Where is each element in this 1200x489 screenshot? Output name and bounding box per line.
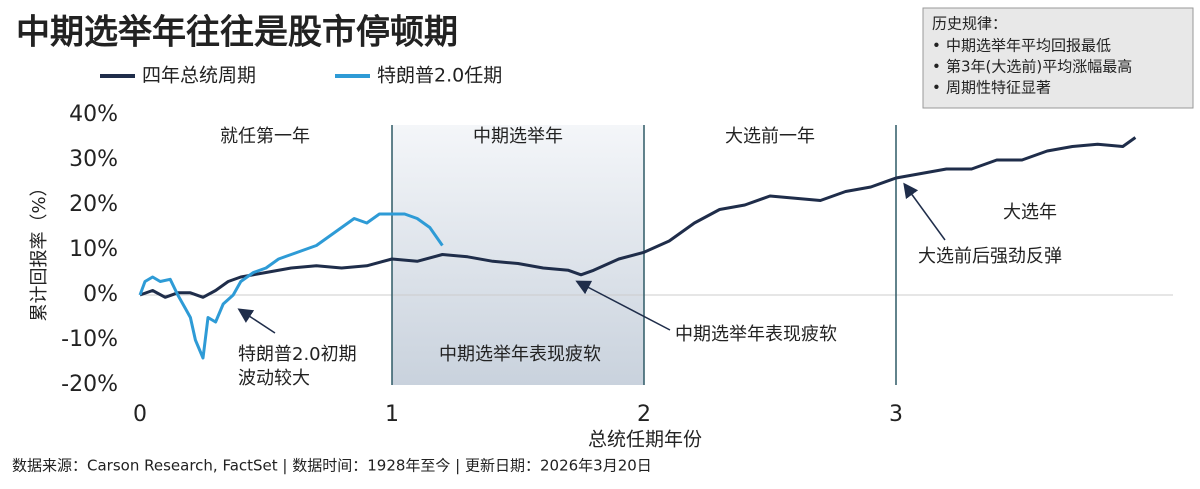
- y-tick-label: 30%: [69, 147, 118, 172]
- x-tick-label: 0: [133, 402, 147, 427]
- info-bullet: •: [932, 79, 941, 97]
- annotation: 特朗普2.0初期: [238, 344, 357, 365]
- series-line: [139, 136, 1137, 299]
- info-bullet: •: [932, 58, 941, 76]
- x-axis-label: 总统任期年份: [588, 429, 702, 451]
- annotation-arrow: [903, 182, 946, 241]
- annotation: 波动较大: [238, 368, 310, 389]
- info-title: 历史规律：: [932, 15, 1007, 33]
- x-tick-label: 3: [889, 402, 903, 427]
- annotation: 中期选举年表现疲软: [439, 344, 601, 365]
- annotation-arrow: [237, 308, 276, 334]
- info-bullet: •: [932, 37, 941, 55]
- section-label: 大选前一年: [725, 126, 815, 147]
- y-axis-label: 累计回报率（%）: [29, 178, 50, 321]
- y-tick-label: 0%: [83, 282, 118, 307]
- info-item: 中期选举年平均回报最低: [946, 37, 1111, 55]
- info-item: 周期性特征显著: [946, 79, 1051, 97]
- x-tick-label: 1: [385, 402, 399, 427]
- chart-title: 中期选举年往往是股市停顿期: [16, 13, 458, 53]
- annotation: 中期选举年表现疲软: [675, 324, 837, 345]
- info-box: [922, 7, 1194, 109]
- x-tick-label: 2: [637, 402, 651, 427]
- legend-label: 特朗普2.0任期: [377, 65, 502, 87]
- annotation: 大选前后强劲反弹: [918, 246, 1062, 267]
- y-tick-label: 40%: [69, 102, 118, 127]
- y-tick-label: -10%: [61, 327, 118, 352]
- y-tick-label: 20%: [69, 192, 118, 217]
- legend-label: 四年总统周期: [142, 65, 256, 87]
- midterm-shade: [392, 125, 644, 385]
- series-line: [138, 212, 444, 360]
- section-label: 就任第一年: [220, 126, 310, 147]
- y-tick-label: 10%: [69, 237, 118, 262]
- section-label: 中期选举年: [473, 126, 563, 147]
- y-tick-label: -20%: [61, 372, 118, 397]
- info-item: 第3年(大选前)平均涨幅最高: [946, 58, 1132, 76]
- source: 数据来源：Carson Research, FactSet | 数据时间：192…: [12, 457, 652, 475]
- annotation-arrow: [575, 280, 671, 331]
- section-label: 大选年: [1003, 202, 1057, 223]
